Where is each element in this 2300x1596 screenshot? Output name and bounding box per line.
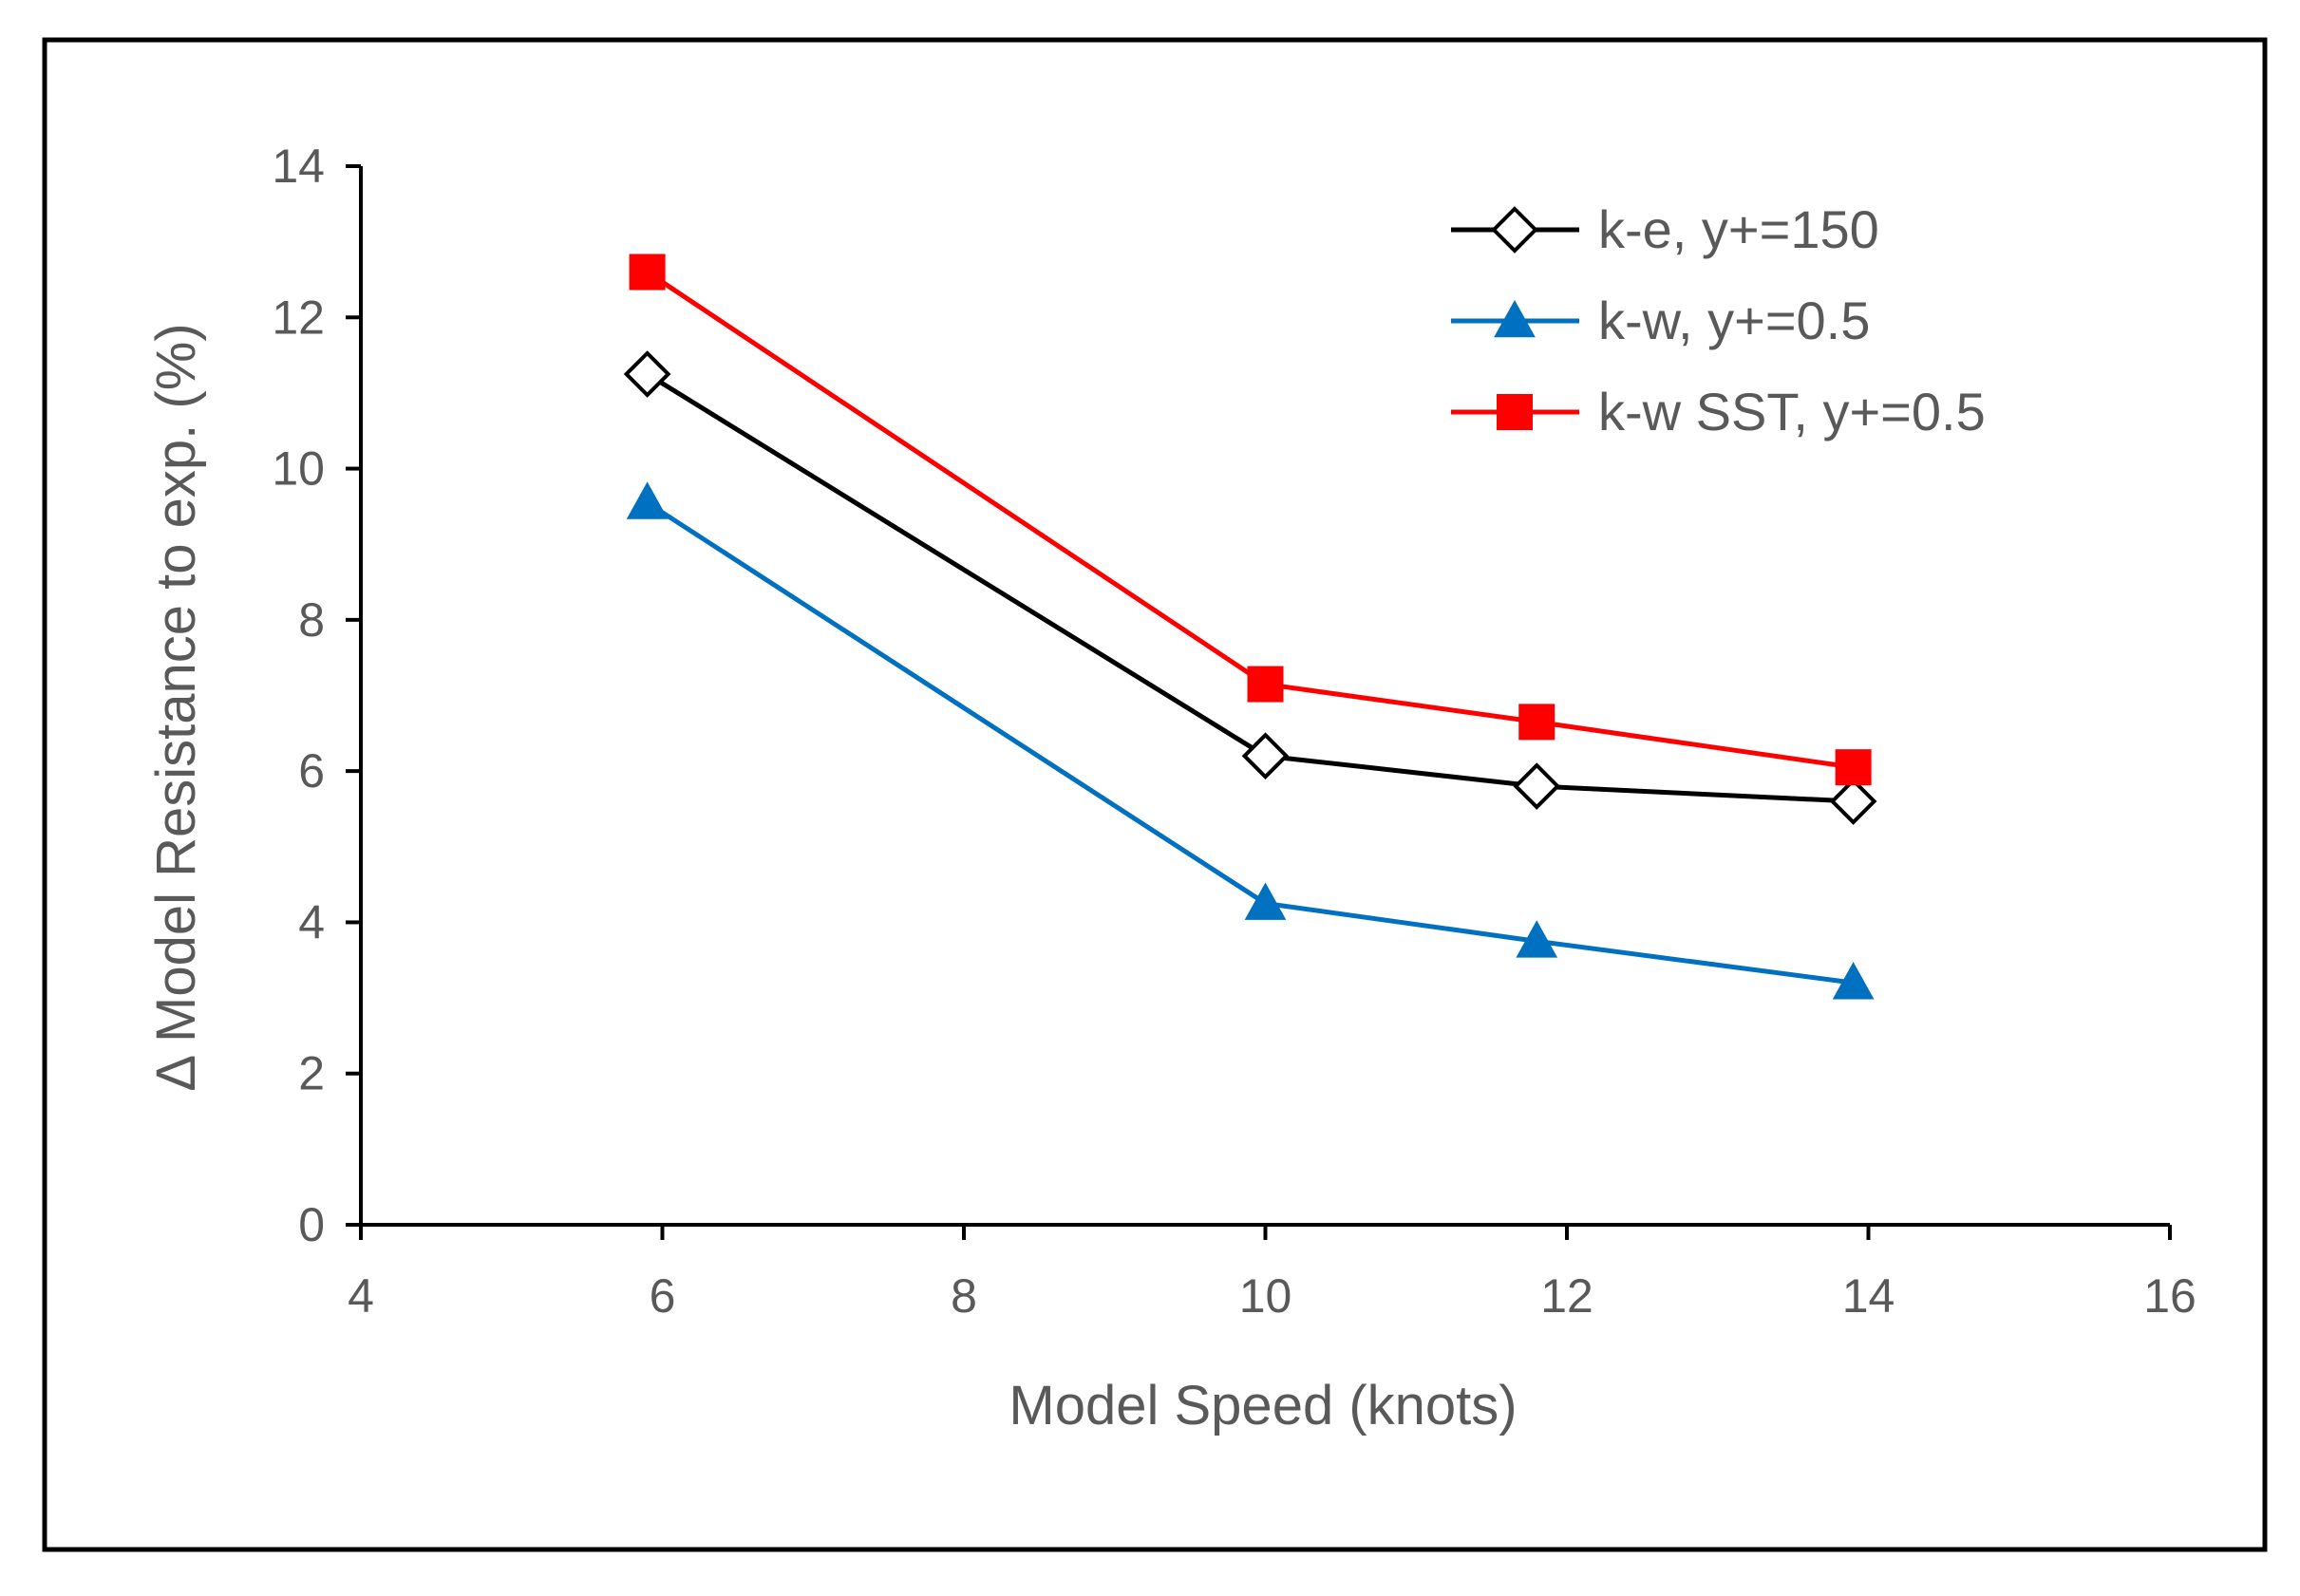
series-line	[646, 270, 1854, 770]
legend-label: k-w SST, y+=0.5	[1598, 382, 1986, 441]
x-tick-label: 10	[1239, 1269, 1292, 1323]
series-line	[646, 371, 1854, 804]
data-point	[1829, 778, 1877, 825]
y-tick-label: 10	[272, 442, 325, 496]
data-point	[1832, 962, 1875, 1000]
x-axis-title: Model Speed (knots)	[1009, 1375, 1517, 1436]
series-1	[623, 350, 1877, 825]
y-tick-label: 0	[298, 1198, 325, 1251]
data-point	[1516, 920, 1558, 958]
axes: 0 2 4 6 8 10 12 14 4 6 8 10 12 14 16	[272, 140, 2196, 1323]
legend-label: k-w, y+=0.5	[1598, 291, 1870, 350]
y-tick-label: 14	[272, 140, 325, 193]
data-point	[1241, 732, 1290, 780]
data-point	[1518, 704, 1555, 741]
legend-label: k-e, y+=150	[1598, 199, 1879, 259]
series-line	[646, 500, 1854, 986]
legend-marker	[1497, 394, 1533, 430]
series-2	[626, 481, 1875, 1000]
x-tick-label: 6	[650, 1269, 676, 1323]
y-tick-label: 4	[298, 895, 325, 948]
y-tick-label: 6	[298, 744, 325, 798]
plot-area	[623, 253, 1877, 1000]
x-tick-label: 12	[1540, 1269, 1593, 1323]
y-tick-label: 12	[272, 291, 325, 344]
x-tick-label: 14	[1842, 1269, 1895, 1323]
legend-item: k-w SST, y+=0.5	[1451, 382, 1986, 441]
data-point	[629, 253, 666, 291]
x-tick-label: 8	[951, 1269, 977, 1323]
data-point	[1513, 762, 1561, 810]
series-3	[629, 253, 1872, 786]
chart-border	[42, 37, 2268, 1552]
data-point	[1247, 666, 1284, 703]
y-tick-label: 2	[298, 1047, 325, 1100]
legend-marker	[1494, 299, 1536, 338]
legend-marker	[1491, 206, 1538, 253]
legend: k-e, y+=150 k-w, y+=0.5 k-w SST, y+=0.5	[1451, 199, 1986, 441]
data-point	[1244, 882, 1287, 920]
y-axis-title: Δ Model Resistance to exp. (%)	[145, 323, 207, 1091]
data-point	[626, 481, 669, 519]
legend-item: k-w, y+=0.5	[1451, 291, 1870, 350]
x-tick-label: 16	[2143, 1269, 2196, 1323]
data-point	[623, 350, 671, 398]
legend-item: k-e, y+=150	[1451, 199, 1879, 259]
data-point	[1835, 749, 1872, 786]
y-tick-label: 8	[298, 593, 325, 647]
x-tick-label: 4	[348, 1269, 374, 1323]
